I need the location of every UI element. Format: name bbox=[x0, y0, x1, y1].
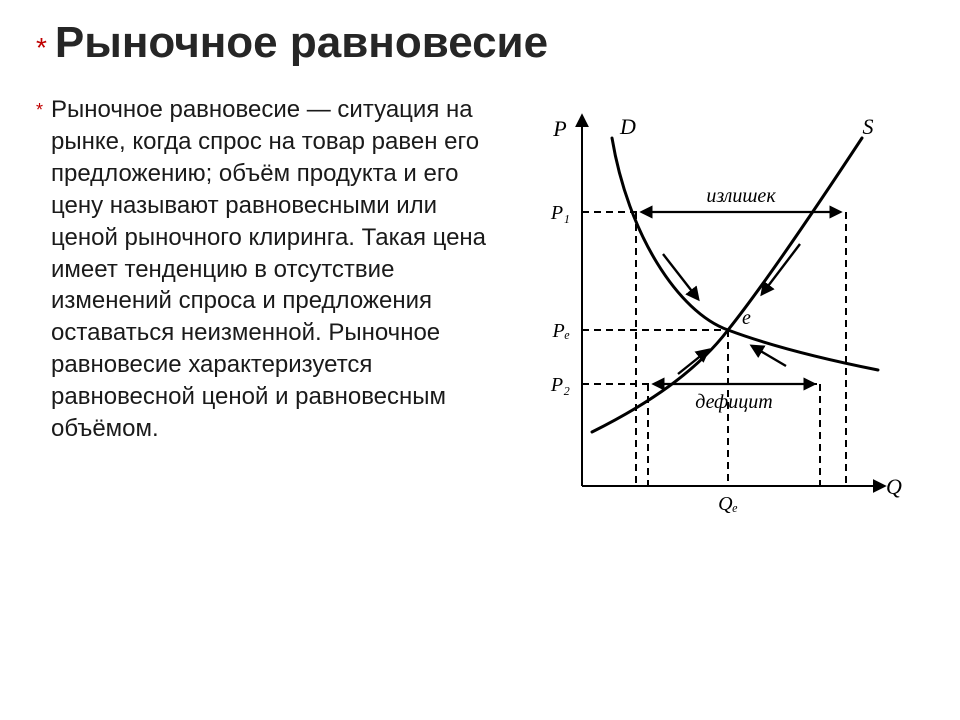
slide: * Рыночное равновесие * Рыночное равнове… bbox=[0, 0, 960, 720]
star-icon: * bbox=[36, 34, 47, 62]
svg-text:e: e bbox=[742, 307, 751, 329]
svg-text:дефицит: дефицит bbox=[695, 391, 772, 413]
svg-text:излишек: излишек bbox=[706, 185, 776, 207]
svg-text:Q: Q bbox=[886, 474, 902, 499]
chart-column: P Q D S P₁ Pₑ P₂ Qₑ e излишек дефицит bbox=[516, 94, 920, 534]
svg-text:P₂: P₂ bbox=[550, 374, 570, 396]
svg-text:S: S bbox=[862, 114, 873, 139]
page-title: Рыночное равновесие bbox=[55, 18, 548, 68]
equilibrium-diagram: P Q D S P₁ Pₑ P₂ Qₑ e излишек дефицит bbox=[528, 94, 908, 534]
svg-text:Qₑ: Qₑ bbox=[718, 493, 738, 515]
body-text: Рыночное равновесие — ситуация на рынке,… bbox=[51, 94, 498, 445]
body-row: * Рыночное равновесие — ситуация на рынк… bbox=[36, 94, 498, 445]
star-icon: * bbox=[36, 98, 43, 123]
svg-text:P₁: P₁ bbox=[550, 202, 570, 224]
svg-text:D: D bbox=[619, 114, 636, 139]
title-row: * Рыночное равновесие bbox=[36, 18, 920, 68]
svg-text:Pₑ: Pₑ bbox=[551, 320, 569, 342]
content-row: * Рыночное равновесие — ситуация на рынк… bbox=[36, 94, 920, 534]
text-column: * Рыночное равновесие — ситуация на рынк… bbox=[36, 94, 516, 445]
svg-text:P: P bbox=[552, 116, 566, 141]
